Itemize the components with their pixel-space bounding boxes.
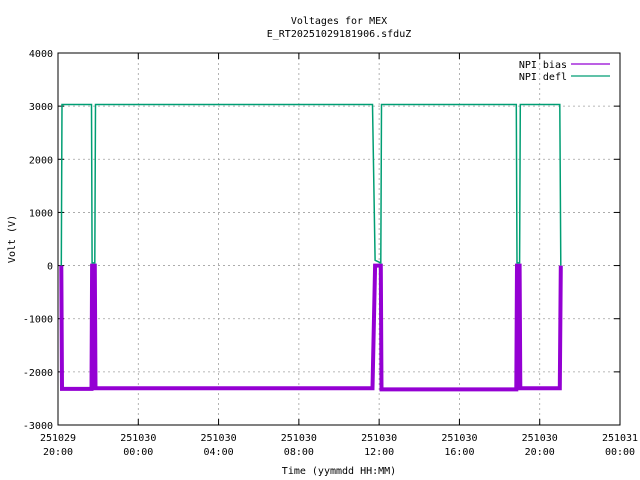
x-tick-time: 20:00 — [525, 447, 555, 458]
x-axis-label: Time (yymmdd HH:MM) — [282, 466, 396, 477]
chart-subtitle: E_RT20251029181906.sfduZ — [267, 29, 412, 40]
x-tick-time: 08:00 — [284, 447, 314, 458]
x-tick-time: 16:00 — [444, 447, 474, 458]
x-tick-date: 251031 — [602, 433, 638, 444]
x-tick-time: 12:00 — [364, 447, 394, 458]
y-tick-label: -1000 — [23, 315, 53, 326]
x-tick-date: 251030 — [281, 433, 317, 444]
x-tick-date: 251030 — [522, 433, 558, 444]
y-tick-label: -3000 — [23, 421, 53, 432]
legend-label-npi-defl: NPI defl — [519, 72, 567, 83]
x-tick-time: 00:00 — [123, 447, 153, 458]
grid — [57, 52, 621, 426]
plot-frame — [57, 52, 621, 426]
y-tick-label: 1000 — [29, 208, 53, 219]
x-tick-time: 00:00 — [605, 447, 635, 458]
y-tick-label: 0 — [47, 262, 53, 273]
series-line-npi-bias — [59, 263, 563, 392]
y-tick-label: 3000 — [29, 102, 53, 113]
series-lines — [59, 103, 563, 392]
x-tick-time: 04:00 — [204, 447, 234, 458]
legend: NPI bias NPI defl — [519, 60, 610, 83]
x-tick-date: 251030 — [361, 433, 397, 444]
x-tick-date: 251030 — [441, 433, 477, 444]
x-tick-time: 20:00 — [43, 447, 73, 458]
series-line-npi-defl — [60, 103, 562, 266]
y-axis-label: Volt (V) — [7, 215, 18, 263]
chart-title: Voltages for MEX — [291, 16, 387, 27]
x-tick-date: 251029 — [40, 433, 76, 444]
y-tick-label: -2000 — [23, 368, 53, 379]
y-tick-label: 2000 — [29, 155, 53, 166]
y-tick-label: 4000 — [29, 49, 53, 60]
x-tick-date: 251030 — [201, 433, 237, 444]
legend-label-npi-bias: NPI bias — [519, 60, 567, 71]
x-tick-date: 251030 — [120, 433, 156, 444]
